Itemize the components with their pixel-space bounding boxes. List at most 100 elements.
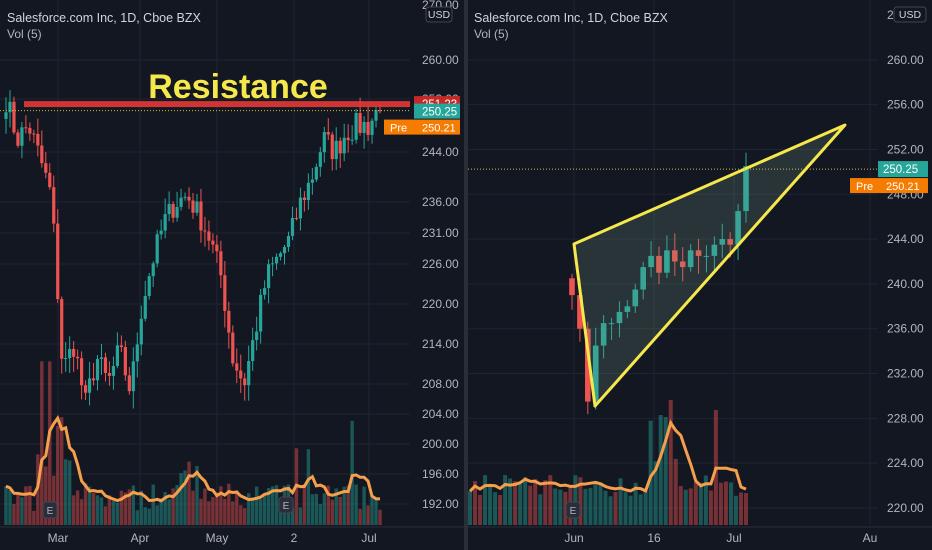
candle-body [310,179,314,183]
volume-bar [578,477,583,525]
candle-body [163,214,167,231]
price-tick-label: 252.00 [887,142,924,156]
candle-body [298,197,303,219]
volume-bar [673,458,678,525]
currency-button[interactable] [425,6,453,23]
volume-bar [498,494,503,525]
candle-body [334,140,338,160]
volume-bar [143,507,147,525]
candle-body [24,127,28,129]
volume-bar [678,486,683,525]
candle-body [259,294,263,332]
chart-title: Salesforce.com Inc, 1D, Cboe BZX [474,11,668,25]
candle-body [155,234,159,264]
volume-bar [60,417,64,525]
volume-bar [643,489,648,525]
candle-body [695,250,702,256]
candle-body [354,113,358,140]
volume-bar [728,482,733,525]
candle-body [703,255,710,257]
volume-bar [322,493,326,525]
chart-background [468,0,932,550]
price-tick-label: 244.00 [422,145,459,159]
candle-body [12,101,16,133]
volume-bar [187,461,191,525]
volume-bar [115,502,120,525]
volume-bar [478,494,483,525]
candle-body [719,239,726,245]
volume-bar [91,492,96,525]
panel-divider[interactable] [464,0,468,550]
candle-body [624,306,631,312]
volume-bar [151,484,155,525]
volume-bar [183,470,187,525]
left-chart-panel[interactable]: E E Resistance Salesforce.com Inc, 1D, Cboe… [0,0,464,550]
candle-body [87,378,92,393]
volume-bar [693,482,698,525]
volume-bar [155,505,159,525]
rising-wedge-pattern[interactable] [572,123,847,408]
candle-body [326,132,330,135]
volume-bar [588,487,593,525]
volume-bar [231,501,235,525]
premarket-label: Pre [390,123,407,135]
candle-body [131,361,135,392]
earnings-marker[interactable] [278,496,294,514]
volume-bar [83,483,88,525]
candle-body [36,133,40,146]
candle-body [219,251,223,276]
candle-body [366,121,370,135]
volume-bar [346,485,350,525]
candle-body [243,378,247,386]
candle-body [374,110,378,121]
earnings-marker[interactable] [565,501,581,519]
candle-body [143,295,147,319]
premarket-badge [384,119,460,135]
volume-bar [563,491,568,525]
right-chart-panel[interactable]: E Salesforce.com Inc, 1D, Cboe BZX Vol (5)… [468,0,932,550]
candle-body [664,250,670,273]
candle-body [199,201,203,231]
currency-label: USD [899,9,922,21]
price-tick-label: 260.00 [887,53,924,67]
volume-bar [513,481,518,525]
price-axis[interactable] [878,0,932,550]
volume-bar [738,492,743,525]
volume-bar [326,485,330,525]
candle-body [52,187,56,224]
candle-body [79,358,84,386]
price-tick-label: 208.00 [422,377,459,391]
volume-bar [744,493,748,525]
volume-bar [24,486,28,525]
candle-body [346,137,350,141]
volume-bar [243,508,247,525]
volume-bar [648,420,653,525]
candle-body [44,163,48,173]
earnings-marker[interactable] [42,501,58,519]
volume-bar [342,486,346,525]
candle-body [123,347,127,376]
last-price-value: 250.25 [422,107,457,119]
candle-body [95,358,100,381]
volume-bar [298,507,303,525]
currency-button[interactable] [893,6,927,23]
volume-bar [32,510,36,525]
candle-body [195,201,199,213]
volume-bar [20,497,24,525]
candle-body [247,361,251,386]
volume-bar [67,460,72,525]
price-axis[interactable] [410,0,464,550]
volume-bar [338,496,342,525]
last-price-value: 250.25 [883,164,918,176]
volume-bar [258,498,263,525]
volume-bar [191,490,195,525]
candle-body [175,207,179,218]
volume-bar [131,485,136,525]
candle-body [727,239,733,245]
price-tick-label: 228.00 [887,411,924,425]
candle-body [16,132,20,146]
candle-body [330,134,334,160]
candle-body [191,200,195,213]
volume-bar [518,484,523,525]
resistance-line[interactable] [24,101,410,108]
